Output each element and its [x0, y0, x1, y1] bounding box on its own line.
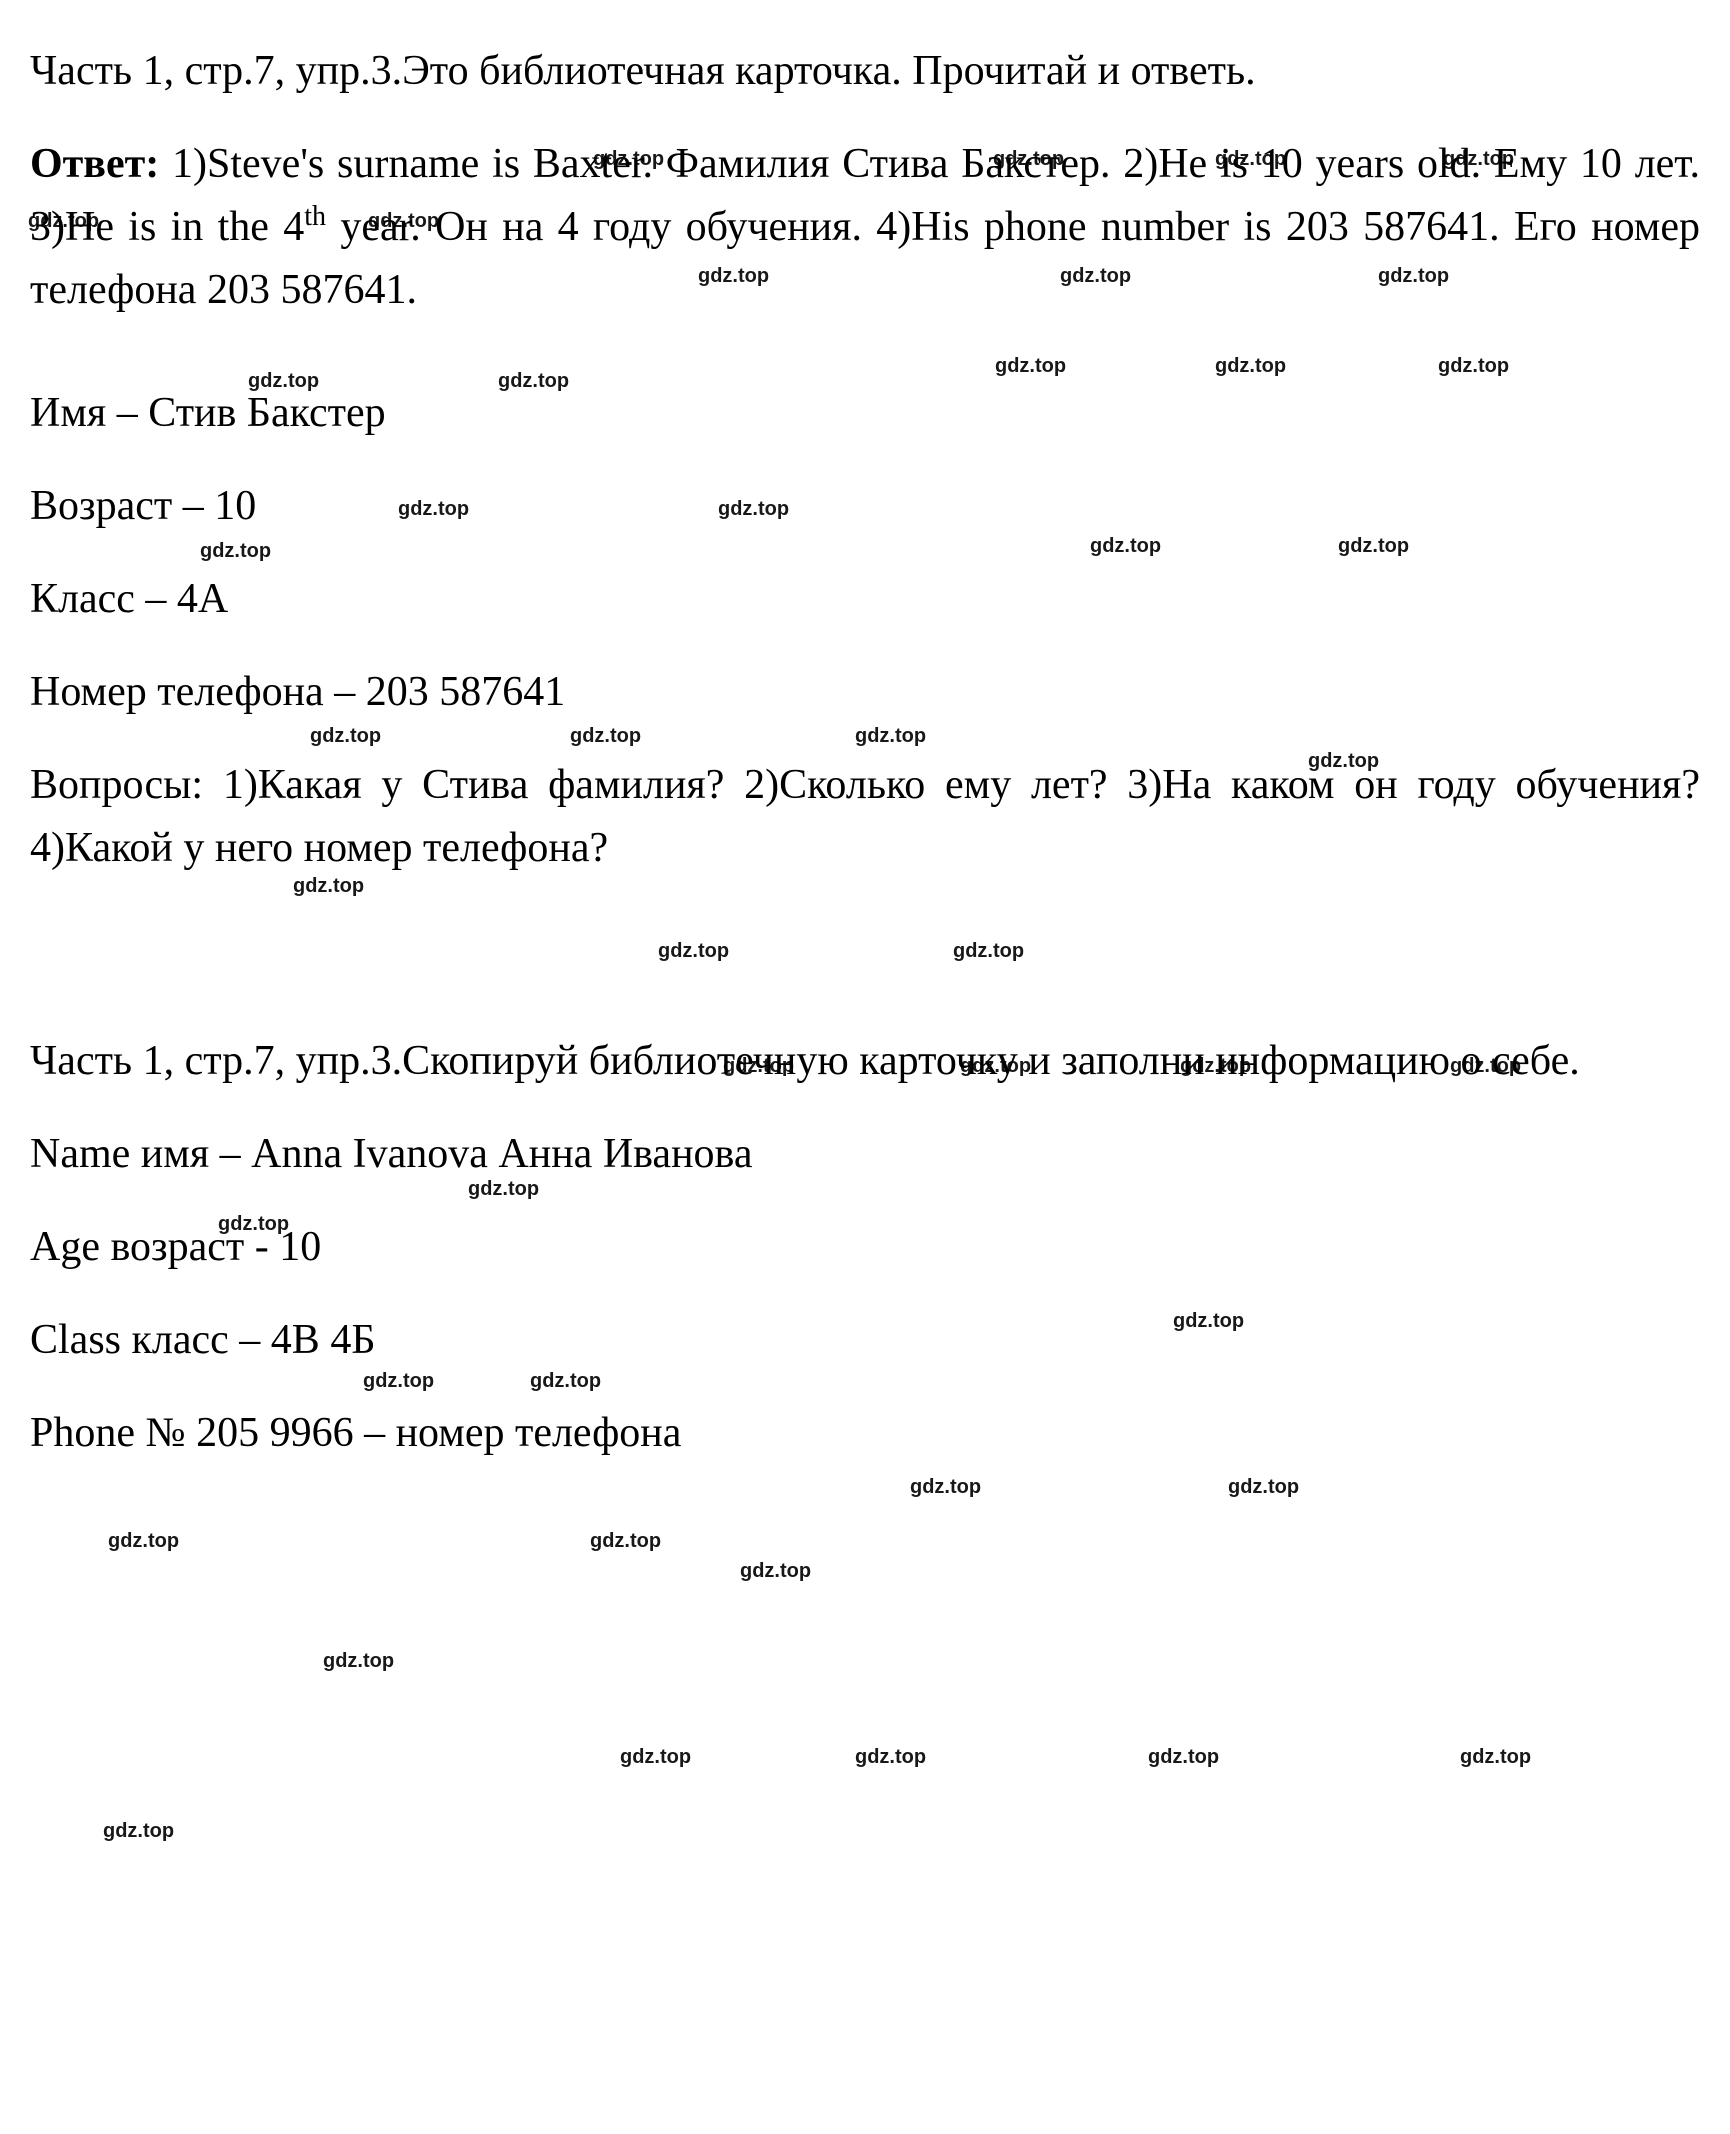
watermark-text: gdz.top	[1460, 1746, 1531, 1769]
phone-line: Номер телефона – 203 587641	[30, 661, 1700, 724]
name-line: Имя – Стив Бакстер	[30, 382, 1700, 445]
watermark-text: gdz.top	[590, 1530, 661, 1553]
section2-phone-line: Phone № 205 9966 – номер телефона	[30, 1402, 1700, 1465]
section1-answer: Ответ: 1)Steve's surname is Baxter. Фами…	[30, 133, 1700, 322]
answer-sup: th	[304, 201, 326, 232]
document-content: Часть 1, стр.7, упр.3.Это библиотечная к…	[30, 40, 1700, 1465]
watermark-text: gdz.top	[103, 1820, 174, 1843]
section2-age-line: Age возраст - 10	[30, 1216, 1700, 1279]
class-line: Класс – 4А	[30, 568, 1700, 631]
watermark-text: gdz.top	[855, 1746, 926, 1769]
watermark-text: gdz.top	[620, 1746, 691, 1769]
watermark-text: gdz.top	[323, 1650, 394, 1673]
section2-name-line: Name имя – Anna Ivanova Анна Иванова	[30, 1123, 1700, 1186]
section1-title: Часть 1, стр.7, упр.3.Это библиотечная к…	[30, 40, 1700, 103]
watermark-text: gdz.top	[108, 1530, 179, 1553]
watermark-text: gdz.top	[1228, 1476, 1299, 1499]
age-line: Возраст – 10	[30, 475, 1700, 538]
watermark-text: gdz.top	[1148, 1746, 1219, 1769]
watermark-text: gdz.top	[740, 1560, 811, 1583]
answer-label: Ответ:	[30, 141, 159, 187]
section2-title: Часть 1, стр.7, упр.3.Скопируй библиотеч…	[30, 1030, 1700, 1093]
section2-class-line: Class класс – 4B 4Б	[30, 1309, 1700, 1372]
questions: Вопросы: 1)Какая у Стива фамилия? 2)Скол…	[30, 754, 1700, 880]
watermark-text: gdz.top	[910, 1476, 981, 1499]
